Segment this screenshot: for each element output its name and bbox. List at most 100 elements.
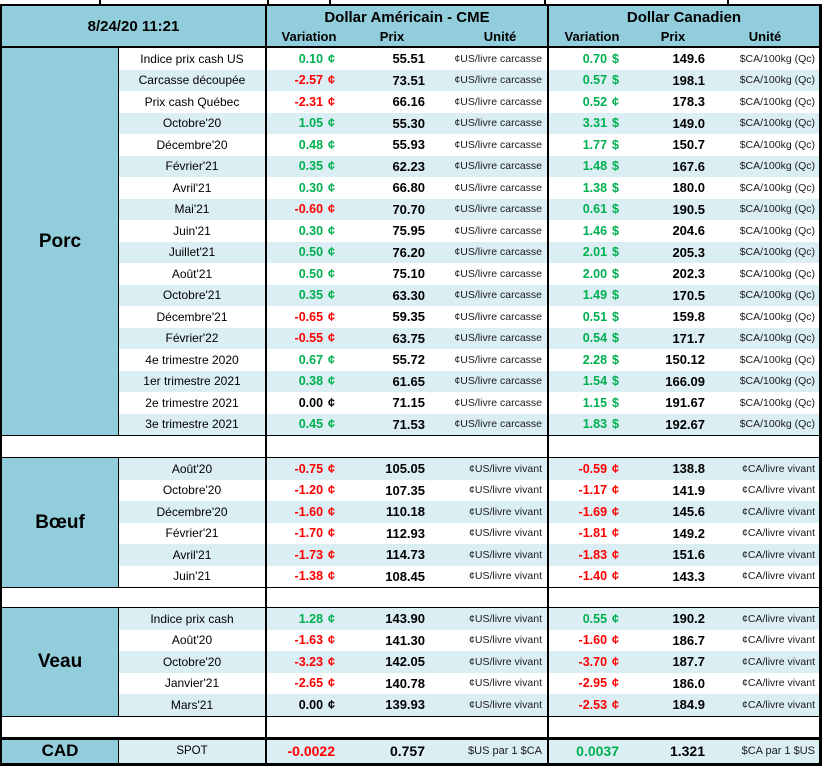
us-variation-cell: -0.65 ¢	[294, 309, 335, 324]
us-cells: 0.48 ¢ 55.93 ¢US/livre carcasse	[265, 134, 547, 156]
ca-cells: 0.52 ¢ 178.3 $CA/100kg (Qc)	[547, 91, 819, 113]
currency-symbol: ¢	[612, 569, 619, 584]
table-row: Décembre'20 0.48 ¢ 55.93 ¢US/livre carca…	[119, 134, 819, 156]
ca-unit-cell: $CA/100kg (Qc)	[739, 375, 815, 388]
row-label: Janvier'21	[164, 676, 220, 691]
ca-variation-cell: -1.69 ¢	[578, 504, 619, 519]
us-variation-cell: -0.60 ¢	[294, 202, 335, 217]
currency-symbol: ¢	[328, 245, 335, 260]
us-cells: -0.75 ¢ 105.05 ¢US/livre vivant	[265, 458, 547, 480]
us-cells: 0.67 ¢ 55.72 ¢US/livre carcasse	[265, 349, 547, 371]
row-label: Octobre'20	[162, 483, 222, 498]
header-block-us: Dollar Américain - CME Variation Prix Un…	[265, 6, 547, 46]
col-header-variation-ca: Variation	[564, 29, 620, 44]
us-cells: 0.30 ¢ 66.80 ¢US/livre carcasse	[265, 177, 547, 199]
ca-cells: 3.31 $ 149.0 $CA/100kg (Qc)	[547, 112, 819, 134]
ca-cells: 1.38 $ 180.0 $CA/100kg (Qc)	[547, 177, 819, 199]
us-price-cell: 139.93	[385, 697, 425, 713]
ca-cells: 1.46 $ 204.6 $CA/100kg (Qc)	[547, 220, 819, 242]
table-row: Indice prix cash 1.28 ¢ 143.90 ¢US/livre…	[119, 608, 819, 630]
us-cells: 0.00 ¢ 139.93 ¢US/livre vivant	[265, 694, 547, 716]
ca-price-cell: 167.6	[672, 158, 705, 174]
ca-unit-cell: $CA/100kg (Qc)	[739, 418, 815, 431]
header-block-ca: Dollar Canadien Variation Prix Unité	[547, 6, 819, 46]
us-cells: -1.73 ¢ 114.73 ¢US/livre vivant	[265, 544, 547, 566]
gridline-tick	[727, 0, 729, 4]
ca-price-cell: 202.3	[672, 266, 705, 282]
section-label-cad: CAD	[2, 739, 119, 763]
ca-price-cell: 205.3	[672, 244, 705, 260]
currency-symbol: ¢	[328, 288, 335, 303]
ca-unit-cell: ¢CA/livre vivant	[742, 655, 815, 668]
section-label-porc: Porc	[2, 48, 119, 435]
currency-symbol: ¢	[328, 676, 335, 691]
us-price-cell: 0.757	[389, 743, 425, 759]
us-price-cell: 71.53	[392, 416, 425, 432]
ca-variation-cell: 0.54 $	[582, 331, 619, 346]
ca-variation-cell: 1.49 $	[582, 288, 619, 303]
table-row: 3e trimestre 2021 0.45 ¢ 71.53 ¢US/livre…	[119, 413, 819, 435]
ca-price-cell: 149.2	[672, 525, 705, 541]
currency-symbol: $	[612, 309, 619, 324]
table-row: Octobre'20 -3.23 ¢ 142.05 ¢US/livre viva…	[119, 651, 819, 673]
row-label-spot: SPOT	[176, 745, 208, 757]
currency-symbol: ¢	[328, 504, 335, 519]
boeuf-rows: Août'20 -0.75 ¢ 105.05 ¢US/livre vivant	[119, 458, 819, 587]
us-unit-cell: ¢US/livre carcasse	[454, 353, 542, 366]
currency-symbol: ¢	[612, 526, 619, 541]
us-unit-cell: ¢US/livre vivant	[469, 570, 542, 583]
us-variation-cell: -3.23 ¢	[294, 654, 335, 669]
us-unit-cell: ¢US/livre vivant	[469, 484, 542, 497]
row-label: Juillet'21	[168, 245, 216, 260]
us-price-cell: 143.90	[385, 611, 425, 627]
ca-column-headers: Variation Prix Unité	[549, 29, 819, 46]
us-variation-cell: 0.67 ¢	[298, 352, 335, 367]
ca-price-cell: 186.7	[672, 632, 705, 648]
ca-cells: 0.57 $ 198.1 $CA/100kg (Qc)	[547, 69, 819, 91]
ca-variation-cell: 2.01 $	[582, 245, 619, 260]
ca-price-cell: 145.6	[672, 504, 705, 520]
us-unit-cell: ¢US/livre carcasse	[454, 203, 542, 216]
currency-symbol: ¢	[328, 180, 335, 195]
ca-cells: -1.60 ¢ 186.7 ¢CA/livre vivant	[547, 629, 819, 651]
us-unit-cell: ¢US/livre carcasse	[454, 418, 542, 431]
us-variation-cell: 1.05 ¢	[298, 116, 335, 131]
section-divider	[2, 587, 819, 608]
us-variation-cell: -2.57 ¢	[294, 73, 335, 88]
ca-cells: 0.70 $ 149.6 $CA/100kg (Qc)	[547, 48, 819, 70]
row-label: 4e trimestre 2020	[145, 352, 239, 367]
porc-rows: Indice prix cash US 0.10 ¢ 55.51 ¢US/liv…	[119, 48, 819, 435]
ca-unit-cell: ¢CA/livre vivant	[742, 634, 815, 647]
table-row: Carcasse découpée -2.57 ¢ 73.51 ¢US/livr…	[119, 69, 819, 91]
row-label: Mai'21	[174, 202, 210, 217]
us-column-headers: Variation Prix Unité	[267, 29, 547, 46]
currency-symbol: ¢	[328, 374, 335, 389]
currency-symbol: ¢	[328, 526, 335, 541]
us-unit-cell: ¢US/livre carcasse	[454, 246, 542, 259]
currency-symbol: ¢	[328, 547, 335, 562]
currency-symbol: ¢	[328, 331, 335, 346]
currency-symbol: ¢	[328, 51, 335, 66]
ca-unit-cell: $CA/100kg (Qc)	[739, 181, 815, 194]
currency-symbol: ¢	[612, 483, 619, 498]
currency-symbol: $	[612, 266, 619, 281]
ca-unit-cell: $CA par 1 $US	[741, 745, 815, 757]
ca-variation-cell: -3.70 ¢	[578, 654, 619, 669]
ca-unit-cell: $CA/100kg (Qc)	[739, 246, 815, 259]
us-variation-cell: 0.38 ¢	[298, 374, 335, 389]
us-variation-cell: 0.30 ¢	[298, 223, 335, 238]
currency-symbol: $	[612, 417, 619, 432]
us-unit-cell: ¢US/livre vivant	[469, 527, 542, 540]
us-price-cell: 142.05	[385, 654, 425, 670]
ca-unit-cell: $CA/100kg (Qc)	[739, 332, 815, 345]
table-row: Août'20 -1.63 ¢ 141.30 ¢US/livre vivant	[119, 629, 819, 651]
us-cells: 0.35 ¢ 62.23 ¢US/livre carcasse	[265, 155, 547, 177]
us-cells: 0.50 ¢ 75.10 ¢US/livre carcasse	[265, 263, 547, 285]
ca-cells: -2.95 ¢ 186.0 ¢CA/livre vivant	[547, 672, 819, 694]
us-unit-cell: ¢US/livre carcasse	[454, 224, 542, 237]
ca-variation-cell: -1.81 ¢	[578, 526, 619, 541]
currency-symbol: $	[612, 116, 619, 131]
table-row: Février'21 0.35 ¢ 62.23 ¢US/livre carcas…	[119, 155, 819, 177]
ca-cells: -1.40 ¢ 143.3 ¢CA/livre vivant	[547, 565, 819, 587]
currency-symbol: $	[612, 73, 619, 88]
